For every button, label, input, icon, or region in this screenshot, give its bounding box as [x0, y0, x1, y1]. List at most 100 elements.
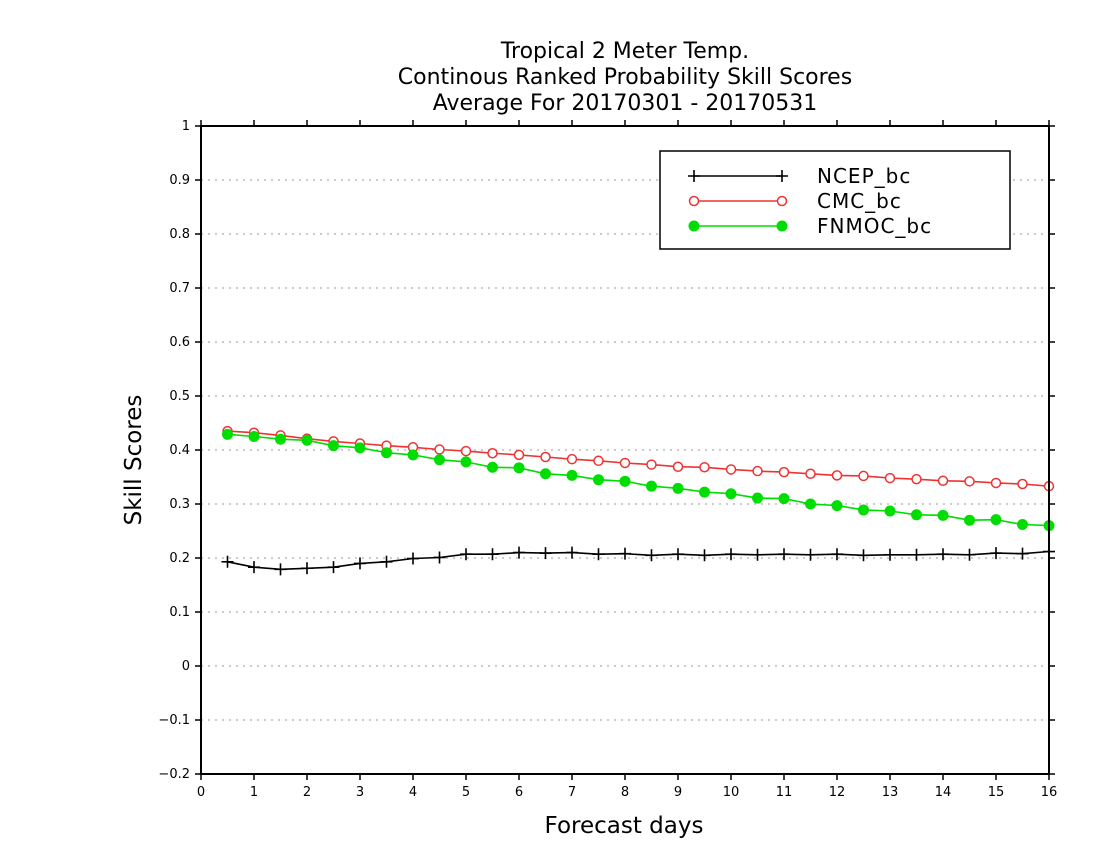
title-line-2: Continous Ranked Probability Skill Score…: [398, 65, 852, 90]
data-point-ncep-bc: [937, 548, 949, 561]
series-line-cmc-bc: [227, 430, 1050, 487]
axis-ticks: [195, 120, 1055, 780]
data-point-cmc-bc: [778, 466, 790, 478]
data-point-fnmoc-bc: [487, 461, 498, 473]
y-tick-labels: 1 0.9 0.8 0.7 0.6 0.5 0.4 0.3 0.2 0.1 0 −0.1 −0.2: [158, 119, 190, 782]
data-point-fnmoc-bc: [301, 434, 313, 446]
x-tick-label: 16: [1041, 785, 1058, 800]
data-point-ncep-bc: [566, 546, 578, 559]
data-point-fnmoc-bc: [831, 500, 843, 512]
series-ncep-bc: [221, 545, 1055, 576]
data-point-fnmoc-bc: [1017, 519, 1028, 531]
data-point-fnmoc-bc: [460, 456, 472, 468]
data-point-fnmoc-bc: [778, 493, 790, 505]
data-point-cmc-bc: [964, 476, 975, 487]
data-point-fnmoc-bc: [593, 474, 604, 486]
data-point-fnmoc-bc: [407, 449, 419, 461]
data-point-fnmoc-bc: [990, 514, 1002, 526]
data-point-fnmoc-bc: [434, 454, 445, 466]
x-tick-label: 3: [356, 785, 364, 800]
data-point-fnmoc-bc: [858, 504, 869, 516]
data-point-ncep-bc: [619, 547, 631, 560]
data-point-cmc-bc: [672, 461, 684, 472]
y-tick-label: 0.5: [169, 389, 190, 404]
data-point-ncep-bc: [407, 552, 419, 565]
data-point-fnmoc-bc: [328, 440, 339, 452]
x-tick-label: 12: [829, 785, 846, 800]
title-line-1: Tropical 2 Meter Temp.: [500, 39, 749, 64]
x-tick-label: 0: [197, 785, 205, 800]
data-point-ncep-bc: [513, 546, 525, 559]
y-tick-label: 0: [182, 659, 190, 674]
legend-item-fnmoc-bc: FNMOC_bc: [688, 214, 932, 238]
legend-item-ncep-bc: NCEP_bc: [688, 164, 911, 188]
data-point-fnmoc-bc: [911, 509, 922, 521]
x-tick-label: 1: [250, 785, 258, 800]
data-point-cmc-bc: [884, 472, 896, 484]
data-point-cmc-bc: [858, 470, 869, 482]
data-point-cmc-bc: [513, 449, 525, 461]
y-tick-label: 0.1: [169, 605, 190, 620]
legend-marker: [776, 220, 788, 232]
y-tick-label: 0.7: [169, 281, 190, 296]
x-tick-label: 13: [882, 785, 899, 800]
data-point-ncep-bc: [221, 555, 234, 568]
y-tick-label: 0.3: [169, 497, 190, 512]
legend-label-fnmoc-bc: FNMOC_bc: [817, 214, 932, 238]
data-point-fnmoc-bc: [540, 468, 551, 480]
title-line-3: Average For 20170301 - 20170531: [433, 91, 818, 116]
data-point-ncep-bc: [248, 561, 260, 574]
data-point-fnmoc-bc: [222, 428, 233, 440]
data-point-cmc-bc: [646, 459, 657, 470]
y-tick-label: 0.6: [169, 335, 190, 350]
data-point-ncep-bc: [274, 563, 287, 576]
legend-marker: [776, 195, 788, 207]
data-point-fnmoc-bc: [513, 462, 525, 474]
data-point-ncep-bc: [884, 548, 896, 561]
legend-item-cmc-bc: CMC_bc: [688, 189, 902, 213]
x-tick-label: 6: [515, 785, 523, 800]
series-fnmoc-bc: [222, 428, 1055, 532]
x-tick-label: 10: [723, 785, 740, 800]
data-point-cmc-bc: [831, 470, 843, 481]
legend-marker: [688, 220, 700, 232]
legend-marker: [776, 170, 788, 182]
x-axis-label: Forecast days: [545, 813, 704, 839]
y-tick-label: 1: [182, 119, 190, 134]
y-tick-label: 0.2: [169, 551, 190, 566]
data-point-ncep-bc: [354, 557, 366, 570]
data-point-ncep-bc: [698, 549, 711, 562]
grid-lines: [201, 179, 1049, 721]
legend-marker: [688, 195, 700, 207]
data-point-cmc-bc: [593, 455, 604, 467]
y-tick-label: 0.4: [169, 443, 190, 458]
data-point-ncep-bc: [1016, 547, 1029, 560]
data-point-ncep-bc: [990, 547, 1002, 560]
data-point-fnmoc-bc: [248, 431, 260, 442]
data-point-fnmoc-bc: [619, 475, 631, 487]
data-point-ncep-bc: [963, 548, 976, 561]
data-point-ncep-bc: [831, 548, 843, 561]
x-tick-label: 2: [303, 785, 311, 800]
legend-marker: [688, 170, 700, 182]
data-point-cmc-bc: [487, 447, 498, 459]
data-point-fnmoc-bc: [964, 514, 975, 526]
x-tick-label: 5: [462, 785, 470, 800]
data-point-ncep-bc: [539, 547, 552, 560]
data-point-ncep-bc: [460, 548, 472, 561]
legend-label-ncep-bc: NCEP_bc: [817, 164, 911, 188]
data-point-fnmoc-bc: [381, 447, 392, 459]
x-tick-labels: 0 1 2 3 4 5 6 7 8 9 10 11 12 13 14 15 16: [197, 785, 1057, 800]
data-point-cmc-bc: [540, 451, 551, 463]
data-point-cmc-bc: [752, 465, 763, 477]
x-tick-label: 11: [776, 785, 793, 800]
x-tick-label: 4: [409, 785, 417, 800]
data-point-cmc-bc: [990, 477, 1002, 489]
chart-title: Tropical 2 Meter Temp. Continous Ranked …: [398, 39, 852, 116]
data-point-ncep-bc: [804, 548, 817, 561]
legend-label-cmc-bc: CMC_bc: [817, 189, 902, 213]
y-tick-label: 0.9: [169, 173, 190, 188]
data-point-ncep-bc: [778, 548, 790, 561]
data-point-ncep-bc: [327, 561, 340, 574]
data-point-ncep-bc: [725, 548, 737, 561]
